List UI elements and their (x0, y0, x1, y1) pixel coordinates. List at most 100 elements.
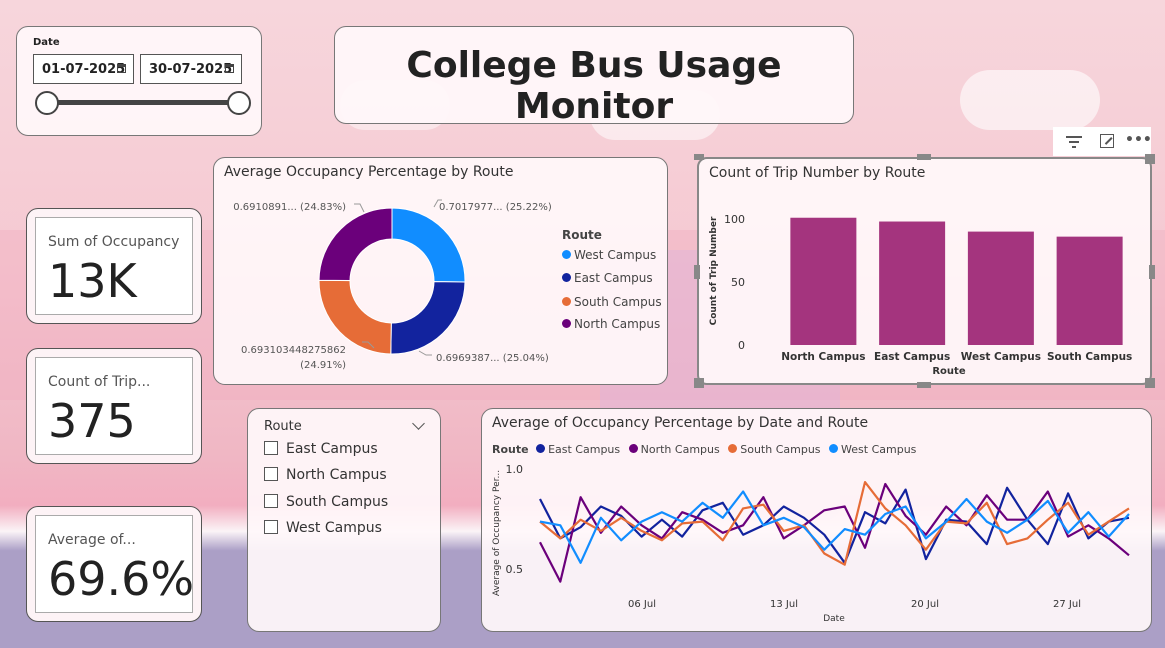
bar-x-tick: South Campus (1047, 351, 1132, 363)
checkbox[interactable] (264, 467, 278, 481)
slice-label-west: 0.7017977... (25.22%) (439, 202, 552, 213)
donut-slice-east-campus[interactable] (390, 281, 466, 355)
donut-slice-west-campus[interactable] (391, 207, 466, 283)
bar-north-campus[interactable] (790, 217, 857, 345)
route-option-south-campus[interactable]: South Campus (264, 494, 388, 510)
legend-label: South Campus (574, 295, 662, 309)
resize-handle[interactable] (917, 382, 931, 388)
calendar-icon[interactable] (225, 64, 234, 73)
legend-item-west-campus[interactable]: West Campus (829, 443, 916, 456)
legend-marker (728, 444, 738, 453)
bar-x-tick: East Campus (874, 351, 950, 363)
legend-item-north-campus[interactable]: North Campus (628, 443, 720, 456)
route-option-label: North Campus (286, 467, 387, 483)
kpi-value: 13K (48, 254, 137, 308)
start-date-value: 01-07-2025 (42, 62, 126, 77)
line-y-tick: 1.0 (506, 463, 524, 476)
bar-y-axis-label: Count of Trip Number (709, 216, 719, 325)
calendar-icon[interactable] (117, 64, 126, 73)
legend-label: East Campus (548, 443, 621, 456)
donut-slice-north-campus[interactable] (318, 207, 393, 282)
date-range-start-handle[interactable] (35, 91, 59, 115)
donut-chart[interactable]: 0.7017977... (25.22%) 0.6969387... (25.0… (214, 158, 669, 386)
route-option-east-campus[interactable]: East Campus (264, 441, 378, 457)
line-chart-title: Average of Occupancy Percentage by Date … (492, 415, 869, 431)
legend-label: South Campus (740, 443, 821, 456)
resize-handle[interactable] (694, 378, 704, 388)
legend-label: East Campus (574, 271, 653, 285)
bar-east-campus[interactable] (879, 221, 946, 345)
kpi-card-body: Count of Trip... 375 (35, 357, 193, 455)
legend-item-east-campus[interactable]: East Campus (562, 271, 653, 285)
bar-x-tick: North Campus (781, 351, 865, 363)
legend-item-west-campus[interactable]: West Campus (562, 248, 656, 262)
date-range-track[interactable] (47, 100, 239, 105)
checkbox[interactable] (264, 494, 278, 508)
kpi-card-average-occupancy: Average of... 69.6% (26, 506, 202, 622)
line-x-tick: 13 Jul (770, 599, 798, 610)
resize-handle[interactable] (694, 265, 700, 279)
legend-item-south-campus[interactable]: South Campus (562, 295, 662, 309)
focus-mode-icon[interactable] (1093, 127, 1121, 156)
line-series-south-campus[interactable] (539, 480, 1130, 566)
bar-west-campus[interactable] (967, 231, 1034, 345)
checkbox[interactable] (264, 441, 278, 455)
line-x-tick: 27 Jul (1053, 599, 1081, 610)
end-date-input[interactable]: 30-07-2025 (140, 54, 242, 84)
end-date-value: 30-07-2025 (149, 62, 233, 77)
filter-icon[interactable] (1060, 127, 1088, 156)
resize-handle[interactable] (694, 154, 704, 160)
kpi-label: Sum of Occupancy (48, 234, 180, 250)
legend-marker (628, 444, 638, 453)
resize-handle[interactable] (1145, 378, 1155, 388)
bar-chart-title: Count of Trip Number by Route (709, 165, 926, 181)
kpi-card-count-trip: Count of Trip... 375 (26, 348, 202, 464)
resize-handle[interactable] (1145, 154, 1155, 164)
dashboard-title: College Bus Usage Monitor (406, 45, 782, 127)
visual-header: ••• (1053, 127, 1152, 156)
bar-y-tick: 0 (738, 339, 745, 352)
donut-slice-south-campus[interactable] (318, 279, 392, 355)
legend-marker (562, 250, 571, 259)
line-legend-title: Route (492, 443, 529, 456)
date-range-end-handle[interactable] (227, 91, 251, 115)
chevron-down-icon[interactable] (412, 417, 425, 430)
route-option-north-campus[interactable]: North Campus (264, 467, 387, 483)
line-series-north-campus[interactable] (539, 482, 1130, 583)
resize-handle[interactable] (1149, 265, 1155, 279)
slice-label-south: 0.693103448275862 (241, 345, 346, 356)
route-option-label: West Campus (286, 520, 382, 536)
bar-x-axis-label: Route (932, 366, 965, 377)
line-y-axis-label: Average of Occupancy Per... (492, 470, 502, 596)
kpi-card-body: Sum of Occupancy 13K (35, 217, 193, 315)
bar-south-campus[interactable] (1056, 236, 1123, 345)
bar-x-tick: West Campus (961, 351, 1041, 363)
legend-item-east-campus[interactable]: East Campus (536, 443, 620, 456)
line-series-west-campus[interactable] (539, 490, 1130, 564)
title-banner: College Bus Usage Monitor (334, 26, 854, 127)
donut-legend-title: Route (562, 228, 602, 242)
route-slicer-title: Route (264, 419, 302, 434)
bar-chart[interactable]: 100 50 0 Count of Trip Number Route Nort… (699, 159, 1150, 383)
checkbox[interactable] (264, 520, 278, 534)
route-option-west-campus[interactable]: West Campus (264, 520, 382, 536)
line-chart[interactable]: 1.0 0.5 Average of Occupancy Per... 06 J… (482, 409, 1153, 633)
line-x-tick: 06 Jul (628, 599, 656, 610)
line-x-axis-label: Date (823, 614, 845, 624)
kpi-card-body: Average of... 69.6% (35, 515, 194, 613)
kpi-value: 375 (48, 394, 136, 448)
legend-item-north-campus[interactable]: North Campus (562, 317, 660, 331)
date-slicer: Date 01-07-2025 30-07-2025 (16, 26, 262, 136)
bar-y-tick: 50 (731, 276, 745, 289)
more-options-icon[interactable]: ••• (1125, 132, 1152, 148)
cloud-decoration (960, 70, 1100, 130)
resize-handle[interactable] (917, 154, 931, 160)
start-date-input[interactable]: 01-07-2025 (33, 54, 134, 84)
legend-item-south-campus[interactable]: South Campus (728, 443, 821, 456)
bar-chart-panel[interactable]: Count of Trip Number by Route 100 50 0 C… (694, 154, 1155, 388)
route-option-label: East Campus (286, 441, 378, 457)
legend-marker (562, 297, 571, 306)
date-slicer-label: Date (33, 37, 60, 48)
line-series-east-campus[interactable] (539, 486, 1130, 564)
